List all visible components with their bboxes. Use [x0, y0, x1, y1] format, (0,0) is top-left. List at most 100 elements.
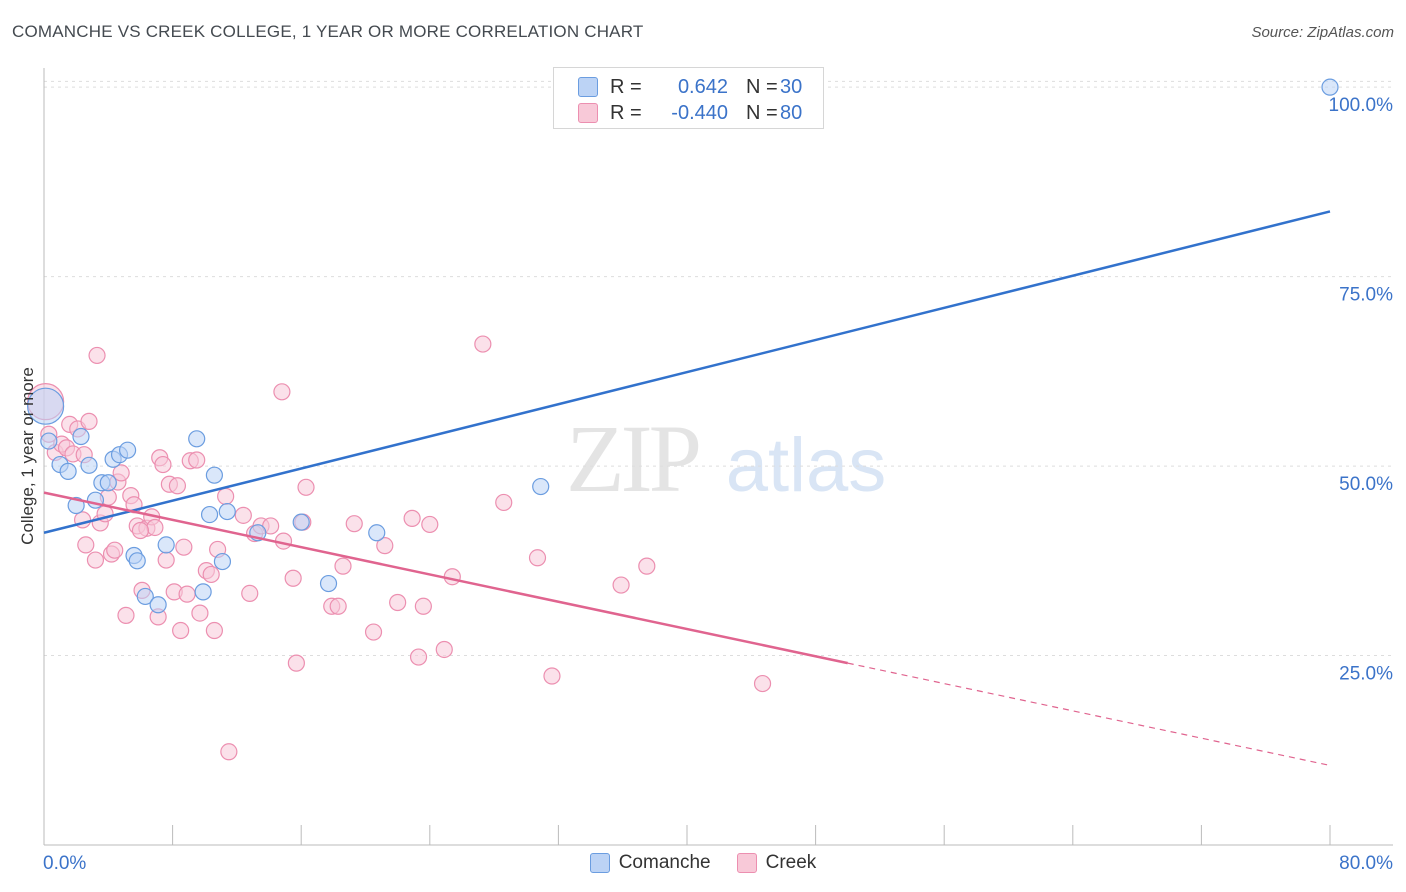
comanche-point-25 — [368, 524, 386, 542]
r-value: -0.440 — [671, 101, 728, 124]
axes — [43, 68, 1393, 846]
creek-point-76 — [638, 557, 656, 575]
legend-item-creek: Creek — [736, 852, 817, 874]
comanche-points — [27, 78, 1339, 614]
creek-point-47 — [234, 506, 252, 524]
creek-point-40 — [191, 604, 209, 622]
comanche-point-12 — [128, 552, 146, 570]
creek-point-27 — [146, 518, 164, 537]
n-label: N = — [746, 101, 778, 124]
comanche-swatch — [578, 77, 598, 97]
creek-point-73 — [528, 549, 547, 567]
comanche-point-10 — [118, 441, 137, 459]
creek-point-59 — [329, 597, 347, 615]
comanche-swatch — [589, 853, 610, 873]
creek-point-63 — [376, 537, 394, 555]
creek-point-74 — [543, 667, 561, 685]
creek-point-72 — [495, 493, 513, 512]
creek-swatch — [578, 103, 598, 123]
comanche-trend-line — [43, 210, 1331, 534]
creek-trend-extension — [847, 662, 1331, 767]
creek-point-35 — [172, 621, 190, 640]
comanche-point-23 — [292, 513, 310, 531]
creek-point-45 — [217, 487, 235, 505]
creek-point-64 — [389, 593, 407, 612]
creek-point-55 — [287, 654, 305, 672]
creek-point-77 — [753, 674, 772, 693]
creek-point-37 — [178, 585, 196, 603]
creek-point-70 — [443, 568, 461, 586]
comanche-point-21 — [218, 502, 236, 521]
comanche-point-13 — [136, 587, 154, 606]
source-label: Source: ZipAtlas.com — [1251, 24, 1394, 41]
creek-point-78 — [131, 521, 150, 540]
legend-row-comanche: R = 0.642 N = 30 — [578, 74, 802, 100]
creek-swatch — [736, 853, 757, 873]
y-tick-label-50: 50.0% — [1339, 474, 1393, 495]
correlation-legend: R = 0.642 N = 30 R = -0.440 N = 80 — [553, 67, 824, 129]
comanche-point-14 — [149, 596, 167, 614]
comanche-point-4 — [72, 427, 90, 446]
creek-point-12 — [88, 346, 106, 365]
y-tick-label-25: 25.0% — [1339, 664, 1393, 685]
creek-point-17 — [106, 541, 124, 559]
creek-point-39 — [188, 451, 206, 469]
x-tick-label-min: 0.0% — [43, 853, 86, 874]
creek-point-75 — [612, 576, 630, 594]
n-value: 30 — [780, 75, 803, 98]
creek-point-54 — [284, 569, 302, 587]
creek-point-10 — [80, 412, 98, 430]
comanche-point-19 — [205, 466, 223, 484]
creek-point-19 — [112, 464, 130, 482]
creek-point-65 — [403, 509, 421, 527]
legend-label-creek: Creek — [765, 852, 817, 873]
creek-point-31 — [157, 551, 175, 569]
comanche-point-26 — [532, 477, 550, 496]
y-tick-label-100: 100.0% — [1329, 95, 1394, 116]
series-legend: Comanche Creek — [0, 852, 1406, 874]
comanche-point-15 — [157, 536, 175, 554]
chart-title: COMANCHE VS CREEK COLLEGE, 1 YEAR OR MOR… — [12, 22, 644, 41]
x-tick-label-max: 80.0% — [1339, 853, 1393, 874]
creek-point-66 — [409, 648, 428, 666]
legend-row-creek: R = -0.440 N = 80 — [578, 100, 802, 126]
creek-point-60 — [334, 557, 352, 575]
y-axis-label: College, 1 year or more — [18, 367, 37, 545]
legend-label-comanche: Comanche — [618, 852, 711, 873]
watermark: ZIP atlas — [566, 405, 886, 512]
creek-point-71 — [474, 335, 492, 353]
r-label: R = — [610, 101, 642, 124]
comanche-point-27 — [1321, 78, 1339, 96]
comanche-point-17 — [194, 583, 212, 601]
comanche-point-18 — [200, 505, 219, 524]
creek-point-62 — [364, 623, 383, 641]
comanche-point-29 — [99, 474, 117, 492]
y-tick-label-75: 75.0% — [1339, 285, 1393, 306]
creek-point-42 — [202, 565, 220, 584]
comanche-point-3 — [59, 462, 77, 480]
axis-labels: College, 1 year or more 0.0% 80.0% 25.0%… — [18, 95, 1393, 874]
n-value: 80 — [780, 101, 803, 124]
creek-point-11 — [86, 551, 105, 569]
creek-point-68 — [421, 515, 439, 534]
creek-point-46 — [220, 743, 238, 761]
creek-point-20 — [117, 606, 135, 624]
creek-point-57 — [297, 478, 315, 496]
r-label: R = — [610, 75, 642, 98]
comanche-point-0 — [27, 387, 65, 425]
creek-point-48 — [241, 584, 259, 602]
creek-point-67 — [414, 597, 432, 615]
creek-point-43 — [205, 621, 223, 640]
creek-point-61 — [345, 515, 363, 533]
creek-point-34 — [168, 477, 187, 495]
comanche-point-20 — [213, 552, 232, 571]
n-label: N = — [746, 75, 778, 98]
creek-trend-line — [43, 491, 849, 665]
watermark-zip: ZIP — [566, 405, 699, 512]
creek-point-36 — [175, 538, 193, 556]
comanche-point-16 — [188, 430, 206, 448]
creek-point-9 — [77, 536, 95, 554]
r-value: 0.642 — [677, 75, 728, 98]
trend-lines — [43, 210, 1331, 767]
creek-points — [27, 335, 772, 761]
